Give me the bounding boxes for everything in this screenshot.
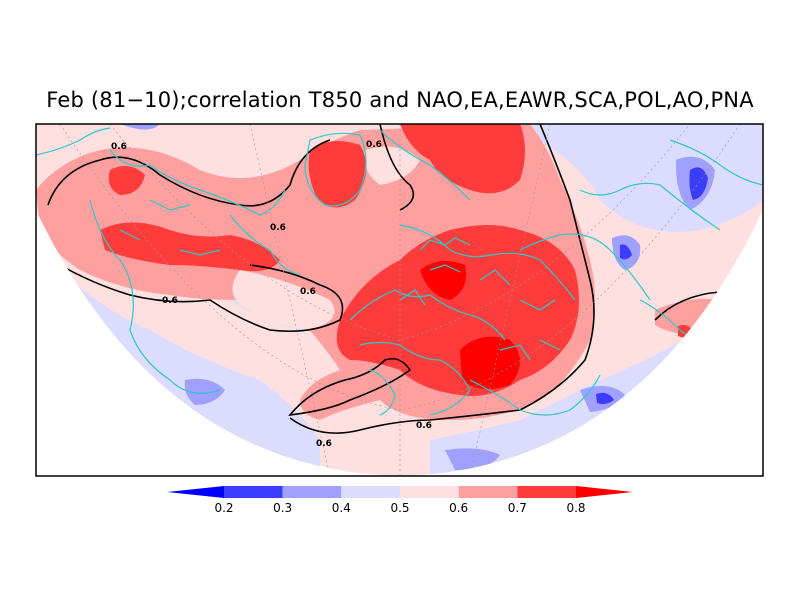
contour-line-east [289, 124, 595, 434]
colorbar-tick-label: 0.5 [390, 501, 410, 515]
coastline-siberia [579, 182, 721, 231]
red-region-canada [100, 222, 280, 272]
contour-line-south-1 [288, 357, 412, 417]
coastline-pacific [36, 127, 111, 156]
coastline-northern-europe [399, 224, 576, 301]
colorbar-swatch [167, 486, 224, 498]
graticule [59, 124, 741, 476]
coastline-north-america-arctic [109, 149, 286, 216]
contour-line-scandinavia [379, 124, 415, 211]
coastline-hudson-bay [229, 214, 301, 276]
map-field: 0.6 0.6 0.6 0.6 0.6 0.6 0.6 [36, 124, 763, 476]
contour-line-atlantic [36, 249, 344, 333]
contour-label: 0.6 [111, 142, 127, 152]
light-pink-hole-atlantic [232, 270, 335, 330]
coastline-iberia [369, 369, 396, 416]
medium-blue-patch-5 [445, 448, 500, 470]
coastline-asia [519, 233, 651, 301]
red-region-arctic [400, 124, 525, 194]
contour-label: 0.6 [300, 287, 316, 297]
colorbar-swatch [400, 486, 459, 498]
contour-label: 0.6 [316, 439, 332, 449]
graticule-meridian-east [469, 124, 551, 476]
deep-red-core-2 [420, 261, 466, 300]
colorbar-swatch [224, 486, 283, 498]
coastline-mediterranean [359, 341, 471, 416]
colorbar-tick-label: 0.6 [449, 501, 469, 515]
colorbar-swatch [341, 486, 400, 498]
medium-blue-patch-3 [184, 378, 225, 405]
coastline-greenland [304, 132, 367, 207]
country-borders-europe [399, 237, 511, 306]
coastline-middle-east [469, 374, 601, 416]
contour-label: 0.6 [162, 296, 178, 306]
province-borders-north-america [119, 199, 221, 256]
red-region-greenland [308, 141, 367, 208]
graticule-meridian-west [249, 124, 331, 476]
colorbar [167, 486, 633, 498]
colorbar-tick-label: 0.7 [507, 501, 527, 515]
red-region-alaska [108, 166, 145, 195]
coastline-central-europe [349, 289, 506, 341]
colorbar-swatch [576, 486, 633, 498]
contour-line-north [47, 139, 331, 207]
colorbar-swatch [517, 486, 576, 498]
deep-red-core-1 [460, 336, 520, 389]
coastline-arctic-europe [379, 129, 471, 201]
colorbar-tick-label: 0.4 [331, 501, 351, 515]
colorbar-tick-label: 0.3 [273, 501, 293, 515]
map-frame [35, 123, 764, 477]
contour-lines [36, 124, 763, 434]
colorbar-swatch [458, 486, 518, 498]
country-borders-asia [499, 299, 561, 361]
blue-spot-3 [596, 392, 614, 404]
light-pink-hole-north [364, 146, 420, 185]
medium-blue-patch-6 [120, 124, 160, 130]
coastline-north-america-west [89, 199, 221, 394]
contour-label: 0.6 [270, 223, 286, 233]
colorbar-tick-label: 0.2 [214, 501, 234, 515]
contour-label: 0.6 [366, 140, 382, 150]
coastline-far-northeast [669, 139, 763, 186]
map-title: Feb (81−10);correlation T850 and NAO,EA,… [46, 88, 754, 112]
colorbar-tick-label: 0.8 [566, 501, 586, 515]
light-blue-region-northeast [520, 124, 763, 232]
colorbar-swatch [282, 486, 342, 498]
blue-spot-2 [620, 244, 632, 260]
contour-label: 0.6 [416, 421, 432, 431]
blue-spot-1 [689, 167, 708, 200]
